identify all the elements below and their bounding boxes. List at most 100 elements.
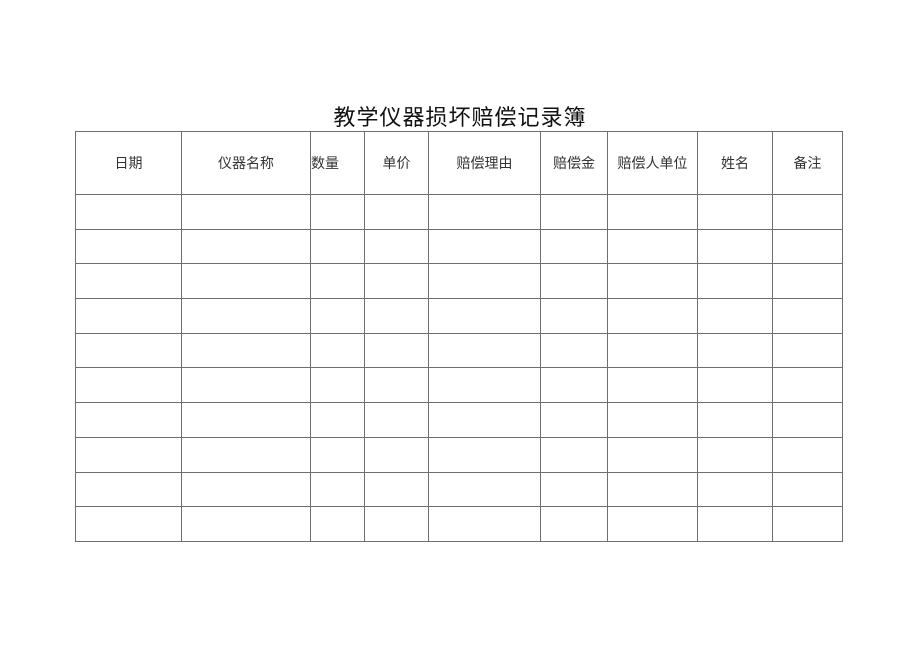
table-cell bbox=[181, 471, 311, 508]
table-cell bbox=[607, 402, 698, 438]
table-cell bbox=[364, 471, 429, 508]
header-reason: 赔偿理由 bbox=[428, 131, 541, 195]
page-title: 教学仪器损坏赔偿记录簿 bbox=[333, 106, 587, 131]
table-cell bbox=[540, 402, 608, 438]
table-row bbox=[75, 367, 843, 404]
table-cell bbox=[540, 506, 608, 542]
table-cell bbox=[607, 506, 698, 542]
table-cell bbox=[310, 194, 365, 230]
header-date: 日期 bbox=[75, 131, 182, 195]
table-cell bbox=[75, 402, 182, 438]
table-cell bbox=[540, 228, 608, 265]
table-cell bbox=[428, 506, 541, 542]
table-cell bbox=[697, 332, 773, 369]
table-cell bbox=[540, 263, 608, 300]
table-cell bbox=[310, 367, 365, 404]
table-cell bbox=[428, 436, 541, 473]
table-cell bbox=[181, 436, 311, 473]
table-cell bbox=[428, 471, 541, 508]
table-cell bbox=[75, 298, 182, 334]
table-row bbox=[75, 263, 843, 300]
table-cell bbox=[697, 471, 773, 508]
table-cell bbox=[181, 367, 311, 404]
table-cell bbox=[697, 298, 773, 334]
table-cell bbox=[310, 263, 365, 300]
table-row bbox=[75, 402, 843, 438]
header-row: 日期 仪器名称 数量 单价 赔偿理由 赔偿金 赔偿人单位 姓名 备注 bbox=[75, 131, 843, 195]
header-compensator-unit: 赔偿人单位 bbox=[607, 131, 698, 195]
table-cell bbox=[772, 332, 843, 369]
table-cell bbox=[428, 228, 541, 265]
table-cell bbox=[607, 436, 698, 473]
table-cell bbox=[364, 402, 429, 438]
table-cell bbox=[310, 506, 365, 542]
table-cell bbox=[540, 436, 608, 473]
table-cell bbox=[75, 367, 182, 404]
table-cell bbox=[607, 471, 698, 508]
table-cell bbox=[364, 332, 429, 369]
table-cell bbox=[364, 367, 429, 404]
header-remarks: 备注 bbox=[772, 131, 843, 195]
table-row bbox=[75, 332, 843, 369]
table-cell bbox=[607, 194, 698, 230]
table-cell bbox=[772, 471, 843, 508]
table-cell bbox=[75, 436, 182, 473]
header-quantity: 数量 bbox=[310, 131, 365, 195]
table-cell bbox=[75, 228, 182, 265]
table-cell bbox=[540, 298, 608, 334]
table-row bbox=[75, 228, 843, 265]
table-cell bbox=[772, 506, 843, 542]
table-cell bbox=[181, 263, 311, 300]
table-cell bbox=[310, 436, 365, 473]
table-cell bbox=[364, 506, 429, 542]
table-cell bbox=[540, 367, 608, 404]
table-cell bbox=[540, 332, 608, 369]
table-row bbox=[75, 194, 843, 230]
table-cell bbox=[364, 228, 429, 265]
table-cell bbox=[607, 298, 698, 334]
header-instrument-name: 仪器名称 bbox=[181, 131, 311, 195]
table-row bbox=[75, 298, 843, 334]
table-cell bbox=[310, 228, 365, 265]
table-cell bbox=[772, 367, 843, 404]
table-cell bbox=[428, 194, 541, 230]
table-cell bbox=[75, 263, 182, 300]
table-cell bbox=[697, 506, 773, 542]
table-cell bbox=[772, 263, 843, 300]
table-cell bbox=[697, 194, 773, 230]
table-cell bbox=[364, 298, 429, 334]
table-cell bbox=[428, 367, 541, 404]
table-cell bbox=[772, 298, 843, 334]
table-cell bbox=[697, 402, 773, 438]
table-cell bbox=[310, 332, 365, 369]
table-cell bbox=[540, 471, 608, 508]
table-cell bbox=[310, 471, 365, 508]
header-name: 姓名 bbox=[697, 131, 773, 195]
table-cell bbox=[75, 194, 182, 230]
table-cell bbox=[607, 228, 698, 265]
table-cell bbox=[181, 194, 311, 230]
table-cell bbox=[364, 263, 429, 300]
table-cell bbox=[697, 436, 773, 473]
table-cell bbox=[310, 298, 365, 334]
compensation-record-table: 日期 仪器名称 数量 单价 赔偿理由 赔偿金 赔偿人单位 姓名 备注 bbox=[75, 131, 843, 542]
table-cell bbox=[428, 263, 541, 300]
table-cell bbox=[310, 402, 365, 438]
table-cell bbox=[75, 506, 182, 542]
table-cell bbox=[181, 332, 311, 369]
table-cell bbox=[428, 402, 541, 438]
table-cell bbox=[697, 228, 773, 265]
table-cell bbox=[697, 263, 773, 300]
table-cell bbox=[428, 298, 541, 334]
table-cell bbox=[607, 263, 698, 300]
table-row bbox=[75, 436, 843, 473]
table-cell bbox=[772, 402, 843, 438]
header-compensation-amount: 赔偿金 bbox=[540, 131, 608, 195]
table-cell bbox=[364, 194, 429, 230]
header-unit-price: 单价 bbox=[364, 131, 429, 195]
table-cell bbox=[772, 228, 843, 265]
table-row bbox=[75, 471, 843, 508]
table-cell bbox=[75, 332, 182, 369]
table-cell bbox=[428, 332, 541, 369]
table-cell bbox=[181, 402, 311, 438]
